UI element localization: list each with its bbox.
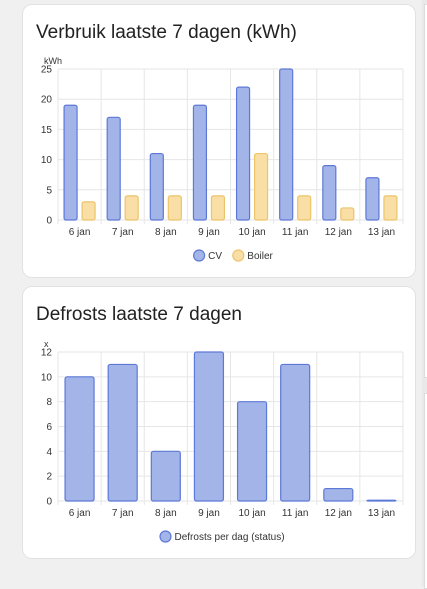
bar-cv [365,177,380,221]
defrosts-chart: 0 2 4 6 8 10 12x 6 jan 7 jan 8 jan 9 jan 10 jan 11 j… [41,339,404,543]
legend-swatch [193,249,206,262]
y-tick-label: 8 [46,397,52,408]
bar-boiler [124,195,139,221]
bar-cv [235,86,251,221]
x-tick-label: 12 jan [325,227,352,238]
legend-label: Boiler [247,251,273,262]
y-tick-label: 10 [41,155,53,166]
x-tick-label: 9 jan [198,227,220,238]
legend-swatch [232,249,245,262]
y-tick-label: 5 [46,185,52,196]
bar-defrosts-per-dag-status [150,450,181,502]
y-tick-label: 4 [46,447,52,458]
y-tick-label: 10 [41,372,53,383]
x-tick-label: 8 jan [155,227,177,238]
bar-defrosts-per-dag-status [64,376,95,502]
defrosts-card: Defrosts laatste 7 dagen 0 2 4 6 8 10 12 x 6 jan… [22,286,416,559]
bar-boiler [167,195,182,221]
y-tick-label: 12 [41,348,53,359]
x-tick-label: 13 jan [368,227,395,238]
bar-defrosts-per-dag-status [323,487,354,502]
x-tick-label: 7 jan [112,508,134,519]
x-tick-label: 12 jan [325,508,352,519]
y-tick-label: 2 [46,472,52,483]
x-tick-label: 11 jan [282,508,309,519]
energy-usage-card: Verbruik laatste 7 dagen (kWh) 0 5 10 15 20 2… [22,4,416,278]
x-tick-label: 13 jan [368,508,395,519]
x-tick-label: 7 jan [112,227,134,238]
legend-label: Defrosts per dag (status) [175,532,285,543]
bar-boiler [340,207,355,221]
card-title: Verbruik laatste 7 dagen (kWh) [36,22,297,43]
side-card-edge [424,4,427,378]
bar-cv [322,165,337,221]
bar-defrosts-per-dag-status [366,499,397,502]
bar-defrosts-per-dag-status [280,363,311,502]
bar-defrosts-per-dag-status [236,401,268,502]
bar-cv [106,116,121,221]
y-tick-label: 15 [41,125,53,136]
y-tick-label: 6 [46,422,52,433]
bar-defrosts-per-dag-status [193,351,225,502]
bar-cv [192,104,208,221]
x-tick-label: 8 jan [155,508,177,519]
bar-cv [149,152,164,221]
x-tick-label: 6 jan [69,508,91,519]
y-tick-label: 25 [41,65,53,76]
bar-boiler [297,195,312,221]
bar-cv [63,104,78,221]
x-tick-label: 10 jan [238,508,265,519]
bar-boiler [253,152,269,221]
x-tick-label: 10 jan [238,227,265,238]
y-axis-unit-label: x [44,339,49,349]
bar-boiler [383,195,398,221]
y-axis-unit-label: kWh [44,56,62,66]
bar-cv [279,68,294,221]
y-tick-label: 0 [46,216,52,227]
card-title: Defrosts laatste 7 dagen [36,304,242,325]
legend-label: CV [208,251,222,262]
y-tick-label: 0 [46,497,52,508]
y-tick-label: 20 [41,95,53,106]
bar-boiler [210,195,226,221]
x-tick-label: 11 jan [282,227,309,238]
legend-swatch [159,530,172,543]
bar-boiler [81,201,96,221]
x-tick-label: 9 jan [198,508,220,519]
bar-defrosts-per-dag-status [107,363,138,502]
x-tick-label: 6 jan [69,227,91,238]
